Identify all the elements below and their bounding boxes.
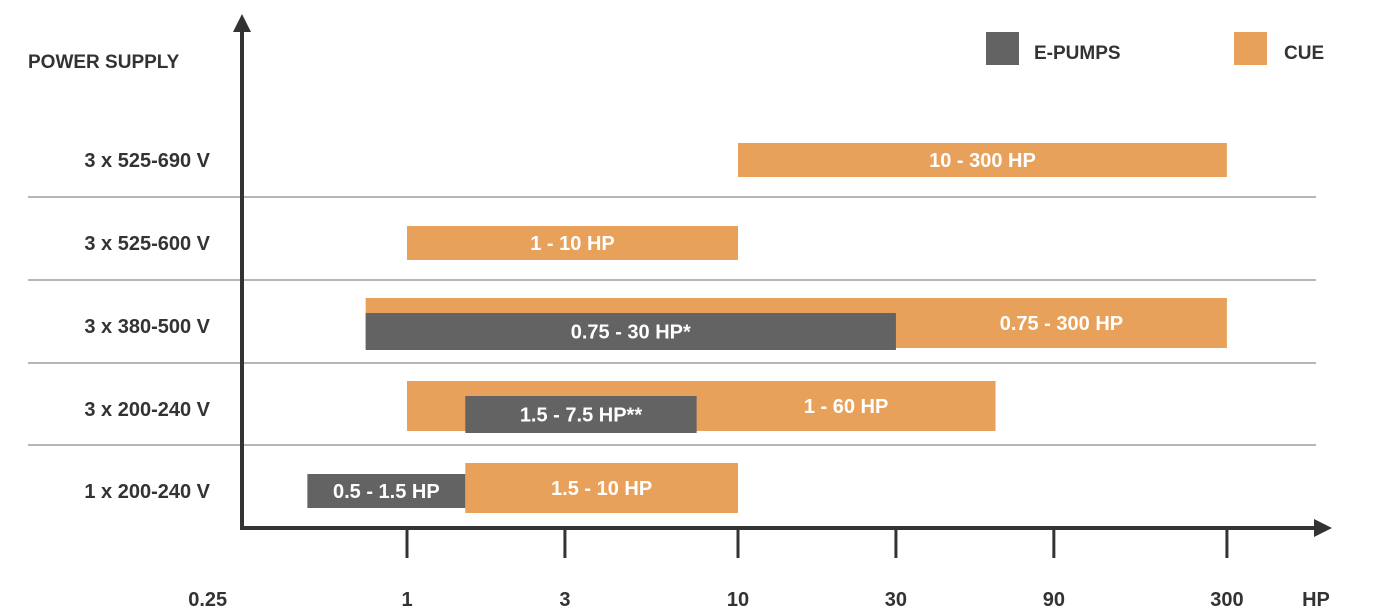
- legend-swatch-e-pumps: [986, 32, 1019, 65]
- chart-title: POWER SUPPLY: [28, 52, 180, 73]
- cue-bar: [407, 226, 738, 260]
- cue-bar-label: 10 - 300 HP: [929, 150, 1036, 172]
- cue-bar: [738, 143, 1227, 177]
- x-axis-arrow: [1314, 519, 1332, 537]
- x-axis-label: HP: [1302, 589, 1330, 611]
- y-category-label: 3 x 200-240 V: [84, 399, 210, 421]
- legend-label-e-pumps: E-PUMPS: [1034, 43, 1121, 64]
- x-tick-label: 300: [1210, 589, 1243, 611]
- cue-bar: [465, 463, 738, 513]
- legend-label-cue: CUE: [1284, 43, 1324, 64]
- range-bars: 10 - 300 HP 1 - 10 HP 0.75 - 300 HP 1 - 60 …: [307, 143, 1227, 513]
- y-category-label: 3 x 525-600 V: [84, 233, 210, 255]
- cue-bar-label: 1 - 60 HP: [804, 396, 888, 418]
- e-pumps-bar: [307, 474, 466, 508]
- x-ticks: 0.25 1 3 10 30 90 300: [188, 530, 1244, 611]
- cue-bar-label: 1.5 - 10 HP: [551, 478, 652, 500]
- x-tick-label: 1: [401, 589, 412, 611]
- y-category-label: 3 x 380-500 V: [84, 316, 210, 338]
- e-pumps-bar-label: 0.5 - 1.5 HP: [333, 481, 440, 503]
- x-tick-label: 3: [559, 589, 570, 611]
- cue-bar-label: 1 - 10 HP: [530, 233, 614, 255]
- y-axis-arrow: [233, 14, 251, 32]
- x-tick-label: 90: [1043, 589, 1065, 611]
- legend-swatch-cue: [1234, 32, 1267, 65]
- x-tick-label: 30: [885, 589, 907, 611]
- y-category-label: 3 x 525-690 V: [84, 150, 210, 172]
- axes: [233, 14, 1332, 537]
- y-category-label: 1 x 200-240 V: [84, 481, 210, 503]
- y-category-labels: 3 x 525-690 V 3 x 525-600 V 3 x 380-500 V 3…: [84, 150, 210, 503]
- cue-bar-label: 0.75 - 300 HP: [1000, 313, 1123, 335]
- legend: E-PUMPS CUE: [986, 32, 1324, 65]
- e-pumps-bar: [465, 396, 697, 433]
- x-tick-label: 0.25: [188, 589, 227, 611]
- e-pumps-bar: [365, 313, 896, 350]
- e-pumps-bar-label: 1.5 - 7.5 HP**: [520, 405, 643, 427]
- x-tick-label: 10: [727, 589, 749, 611]
- e-pumps-bar-label: 0.75 - 30 HP*: [571, 322, 691, 344]
